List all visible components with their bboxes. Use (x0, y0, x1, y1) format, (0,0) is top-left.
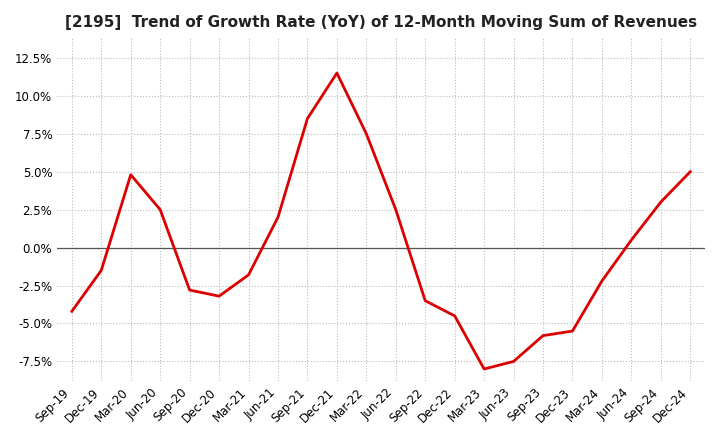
Title: [2195]  Trend of Growth Rate (YoY) of 12-Month Moving Sum of Revenues: [2195] Trend of Growth Rate (YoY) of 12-… (65, 15, 697, 30)
